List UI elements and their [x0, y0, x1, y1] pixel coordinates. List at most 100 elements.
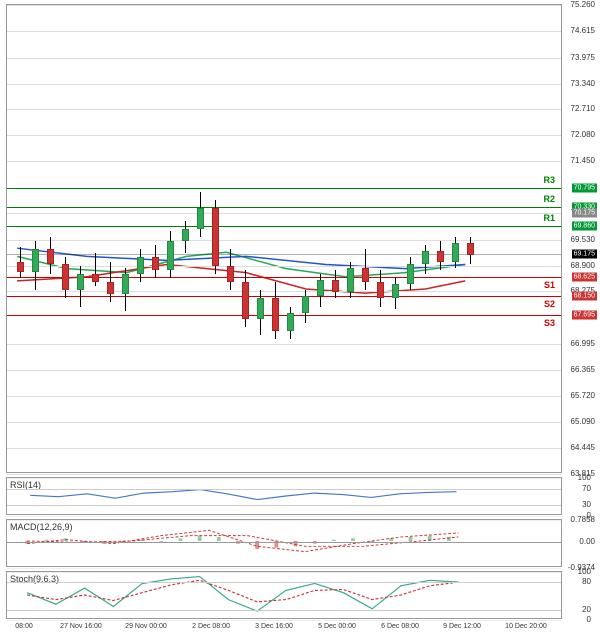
stoch-y-tick: 100 [578, 567, 591, 576]
candle [77, 5, 78, 474]
sr-label-r1: R1 [543, 213, 555, 223]
stoch-gridline [7, 582, 561, 583]
candle [227, 5, 228, 474]
y-tick-label: 74.615 [571, 26, 595, 35]
candle [347, 5, 348, 474]
x-tick-label: 9 Dec 12:00 [443, 623, 481, 630]
sr-line-r3 [7, 188, 561, 189]
x-tick-label: 3 Dec 16:00 [255, 623, 293, 630]
rsi-gridline [7, 478, 561, 479]
x-tick-label: 10 Dec 20:00 [505, 623, 547, 630]
y-tick-label: 64.445 [571, 443, 595, 452]
macd-gridline [7, 520, 561, 521]
gridline [7, 31, 561, 32]
candle [287, 5, 288, 474]
gridline [7, 135, 561, 136]
stoch-gridline [7, 610, 561, 611]
candle [197, 5, 198, 474]
candle [92, 5, 93, 474]
rsi-y-tick: 70 [582, 484, 591, 493]
x-tick-label: 27 Nov 16:00 [60, 623, 102, 630]
candle [407, 5, 408, 474]
candle [377, 5, 378, 474]
extra-price-tag: 70.175 [572, 209, 597, 218]
sr-price-tag-s2: 68.150 [572, 292, 597, 301]
candle [17, 5, 18, 474]
candle [182, 5, 183, 474]
gridline [7, 266, 561, 267]
main-price-chart[interactable]: 75.26074.61573.97573.34072.71072.08071.4… [6, 4, 562, 473]
candle [362, 5, 363, 474]
candle [242, 5, 243, 474]
y-tick-label: 66.365 [571, 365, 595, 374]
candle [47, 5, 48, 474]
sr-price-tag-s3: 67.695 [572, 311, 597, 320]
y-tick-label: 72.080 [571, 130, 595, 139]
candle [332, 5, 333, 474]
stoch-y-tick: 80 [582, 577, 591, 586]
gridline [7, 474, 561, 475]
rsi-y-tick: 30 [582, 500, 591, 509]
candle [467, 5, 468, 474]
macd-y-tick: 0.00 [579, 537, 595, 546]
rsi-panel[interactable]: RSI(14) 10070300 [6, 477, 562, 515]
y-tick-label: 68.900 [571, 261, 595, 270]
macd-svg [7, 520, 561, 566]
sr-label-s3: S3 [544, 318, 555, 328]
gridline [7, 161, 561, 162]
candle [392, 5, 393, 474]
gridline [7, 344, 561, 345]
stoch-panel[interactable]: Stoch(9,6,3) 10080200 [6, 571, 562, 619]
sr-line-s2 [7, 296, 561, 297]
sr-label-r2: R2 [543, 194, 555, 204]
rsi-gridline [7, 505, 561, 506]
macd-hist-bar [44, 540, 48, 541]
candle [272, 5, 273, 474]
rsi-y-tick: 100 [578, 473, 591, 482]
candle [107, 5, 108, 474]
gridline [7, 213, 561, 214]
macd-hist-bar [389, 538, 393, 541]
rsi-svg [7, 478, 561, 514]
macd-y-tick: 0.7858 [571, 515, 595, 524]
x-tick-label: 6 Dec 08:00 [381, 623, 419, 630]
candle [212, 5, 213, 474]
candle [437, 5, 438, 474]
gridline [7, 422, 561, 423]
candle [167, 5, 168, 474]
x-tick-label: 5 Dec 00:00 [318, 623, 356, 630]
macd-gridline [7, 568, 561, 569]
main-chart-svg [7, 5, 561, 472]
y-tick-label: 75.260 [571, 0, 595, 9]
candle [62, 5, 63, 474]
y-tick-label: 69.530 [571, 235, 595, 244]
candle [302, 5, 303, 474]
macd-hist-bar [447, 537, 451, 541]
gridline [7, 370, 561, 371]
x-tick-label: 2 Dec 08:00 [192, 623, 230, 630]
y-tick-label: 66.995 [571, 339, 595, 348]
rsi-gridline [7, 489, 561, 490]
macd-label: MACD(12,26,9) [10, 522, 73, 532]
x-tick-label: 29 Nov 00:00 [125, 623, 167, 630]
macd-hist-bar [409, 537, 413, 541]
macd-panel[interactable]: MACD(12,26,9) 0.78580.00-0.9374 [6, 519, 562, 567]
candle [152, 5, 153, 474]
macd-hist-bar [64, 538, 68, 541]
macd-hist-bar [179, 538, 183, 541]
macd-hist-bar [332, 540, 336, 541]
macd-hist-bar [217, 537, 221, 541]
candle [422, 5, 423, 474]
y-tick-label: 65.090 [571, 417, 595, 426]
candle [122, 5, 123, 474]
macd-hist-bar [351, 538, 355, 541]
candle [137, 5, 138, 474]
sr-line-r2 [7, 207, 561, 208]
gridline [7, 58, 561, 59]
gridline [7, 448, 561, 449]
y-tick-label: 73.975 [571, 53, 595, 62]
sr-price-tag-r3: 70.795 [572, 183, 597, 192]
sr-line-s1 [7, 277, 561, 278]
candle [32, 5, 33, 474]
rsi-gridline [7, 516, 561, 517]
